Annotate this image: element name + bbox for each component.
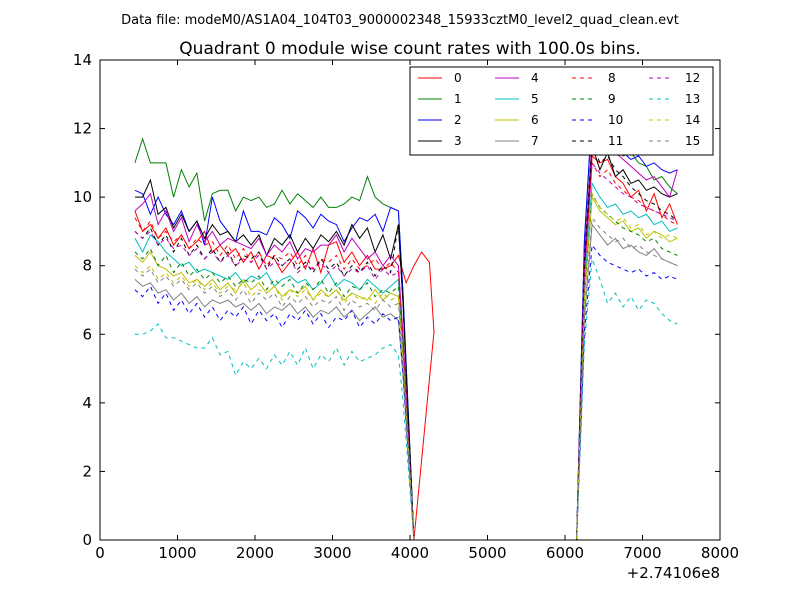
x-tick-label: 7000: [623, 544, 661, 562]
legend-label: 13: [685, 92, 700, 106]
series-line-2: [134, 111, 678, 541]
legend-label: 0: [454, 71, 462, 85]
legend-label: 6: [531, 113, 539, 127]
legend-label: 1: [454, 92, 462, 106]
series-line-4: [134, 137, 678, 541]
legend-label: 2: [454, 113, 462, 127]
y-tick-label: 8: [82, 257, 92, 275]
x-tick-label: 6000: [546, 544, 584, 562]
x-tick-label: 1000: [158, 544, 196, 562]
series-line-10: [134, 243, 678, 541]
y-tick-label: 10: [73, 188, 92, 206]
legend-label: 9: [608, 92, 616, 106]
x-tick-label: 4000: [391, 544, 429, 562]
y-tick-labels: 0 2 4 6 8 10 12 14: [73, 51, 92, 549]
x-tick-label: 0: [95, 544, 105, 562]
legend-label: 15: [685, 134, 700, 148]
legend-label: 7: [531, 134, 539, 148]
suptitle: Data file: modeM0/AS1A04_104T03_90000023…: [121, 13, 679, 28]
legend-label: 14: [685, 113, 700, 127]
x-offset-label: +2.74106e8: [627, 564, 720, 582]
y-tick-label: 2: [82, 462, 92, 480]
series-line-11: [134, 142, 678, 541]
y-tick-label: 4: [82, 394, 92, 412]
y-tick-label: 14: [73, 51, 92, 69]
plot-lines: [134, 111, 678, 541]
legend-label: 10: [608, 113, 623, 127]
series-line-0: [134, 154, 678, 541]
legend-label: 11: [608, 134, 623, 148]
legend-label: 8: [608, 71, 616, 85]
legend-box: [409, 66, 714, 156]
axes-frame: [99, 59, 721, 541]
chart-title: Quadrant 0 module wise count rates with …: [179, 39, 640, 59]
series-line-3: [134, 145, 678, 541]
series-line-15: [134, 216, 678, 541]
legend-label: 3: [454, 134, 462, 148]
series-line-1: [134, 114, 678, 541]
x-tick-label: 2000: [236, 544, 274, 562]
series-line-7: [134, 223, 678, 541]
x-tick-label: 8000: [701, 544, 739, 562]
x-tick-label: 5000: [468, 544, 506, 562]
y-tick-label: 6: [82, 325, 92, 343]
x-tick-labels: 0 1000 2000 3000 4000 5000 6000 7000 8000: [95, 544, 739, 562]
legend-label: 12: [685, 71, 700, 85]
series-line-8: [134, 161, 678, 541]
legend-label: 5: [531, 92, 539, 106]
series-line-14: [134, 192, 678, 541]
legend-label: 4: [531, 71, 539, 85]
y-tick-label: 12: [73, 120, 92, 138]
x-tick-label: 3000: [313, 544, 351, 562]
series-line-6: [134, 195, 678, 541]
y-tick-label: 0: [82, 531, 92, 549]
series-line-12: [134, 161, 678, 541]
